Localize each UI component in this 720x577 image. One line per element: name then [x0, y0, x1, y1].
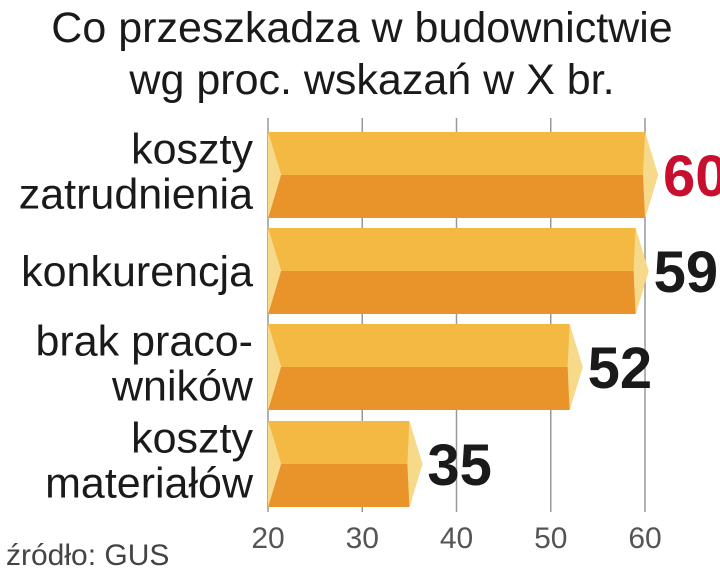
chart-title-line-2: wg proc. wskazań w X br.: [128, 56, 614, 104]
bar-1-left-bevel: [268, 132, 281, 218]
bar-2-left-bevel: [268, 228, 281, 314]
bar-4-top-face: [268, 421, 423, 464]
bar-4-tip: [407, 421, 423, 507]
category-label-4-line-1: koszty: [131, 415, 253, 463]
bar-3-bottom-face: [268, 367, 583, 410]
bar-1-top-face: [268, 132, 658, 175]
bar-3-left-bevel: [268, 324, 281, 410]
x-tick-label-30: 30: [346, 522, 379, 555]
bar-3-top-face: [268, 324, 583, 367]
bar-3: [268, 324, 583, 410]
bar-1-tip: [643, 132, 658, 218]
bar-4: [268, 421, 423, 507]
bar-3-tip: [567, 324, 583, 410]
x-tick-label-20: 20: [251, 522, 284, 555]
category-label-3-line-1: brak praco-: [36, 318, 253, 366]
bar-4-bottom-face: [268, 464, 423, 507]
bar-2-tip: [633, 228, 649, 314]
bar-4-left-bevel: [268, 421, 281, 507]
bar-2-bottom-face: [268, 271, 649, 314]
bar-1: [268, 132, 658, 218]
chart-title: Co przeszkadza w budownictwie wg proc. w…: [51, 4, 672, 104]
chart-title-line-1: Co przeszkadza w budownictwie: [51, 4, 672, 52]
x-axis-ticks: 20 30 40 50 60: [251, 522, 661, 555]
value-label-1: 60: [663, 144, 720, 209]
category-label-2-line-1: konkurencja: [21, 248, 253, 296]
category-label-3-line-2: wników: [111, 363, 254, 411]
bars: [268, 132, 658, 507]
category-label-1-line-1: koszty: [131, 126, 253, 174]
bar-2-top-face: [268, 228, 649, 271]
bar-1-bottom-face: [268, 175, 658, 218]
source-note: źródło: GUS: [6, 539, 169, 572]
bar-2: [268, 228, 649, 314]
x-tick-label-40: 40: [440, 522, 473, 555]
x-tick-label-60: 60: [628, 522, 661, 555]
value-label-4: 35: [427, 433, 492, 498]
category-label-1-line-2: zatrudnienia: [19, 171, 253, 219]
x-tick-label-50: 50: [534, 522, 567, 555]
value-label-2: 59: [654, 240, 719, 305]
category-label-4-line-2: materiałów: [45, 460, 254, 508]
value-label-3: 52: [588, 336, 653, 401]
